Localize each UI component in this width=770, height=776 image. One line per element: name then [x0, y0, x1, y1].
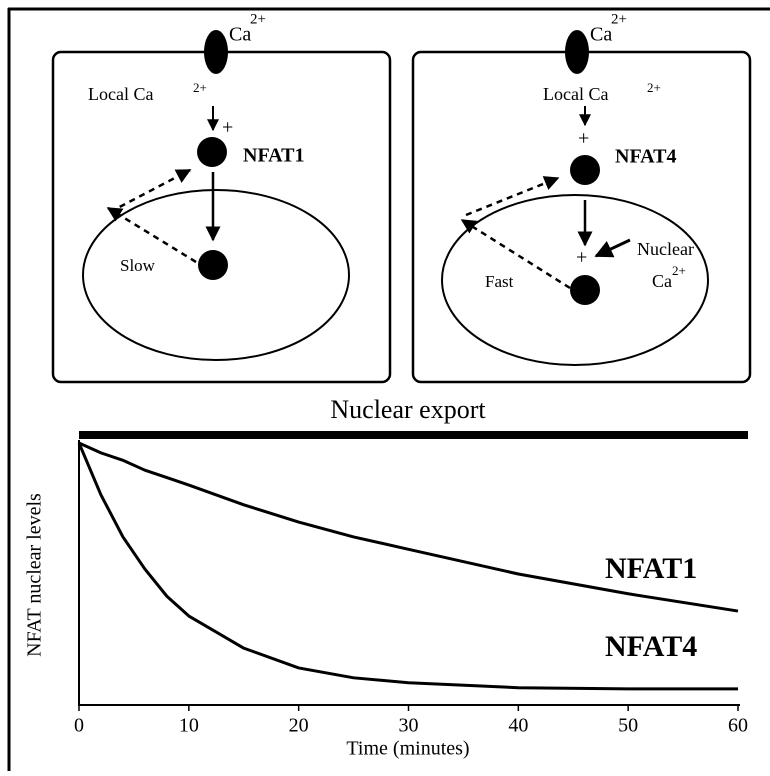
- export-arrow: [109, 168, 192, 214]
- nuclear-plus: +: [576, 247, 587, 269]
- y-axis-label: NFAT nuclear levels: [24, 493, 46, 657]
- ion: Ca: [229, 24, 251, 46]
- x-tick-label: 10: [179, 715, 199, 737]
- nfat: [198, 250, 228, 280]
- nfat: [197, 137, 227, 167]
- x-tick-label: 20: [289, 715, 309, 737]
- protein: NFAT4: [615, 146, 676, 168]
- ion: Ca: [590, 24, 612, 46]
- export-arrow: [460, 218, 571, 290]
- x-tick-label: 60: [728, 715, 748, 737]
- curve-label: NFAT4: [605, 630, 697, 663]
- local-charge: 2+: [193, 80, 207, 95]
- panel: Ca 2+ Local Ca 2+ + NFAT1 Slow: [51, 11, 392, 384]
- channel: [204, 30, 228, 74]
- plus: +: [578, 128, 589, 150]
- plus: +: [222, 117, 233, 139]
- chart-title: Nuclear export: [330, 395, 486, 424]
- x-tick-label: 0: [74, 715, 84, 737]
- curve: [77, 442, 738, 691]
- ion-charge: 2+: [250, 11, 266, 27]
- rate: Fast: [485, 272, 514, 291]
- export-arrow: [465, 176, 560, 217]
- local-charge: 2+: [647, 80, 661, 95]
- rate: Slow: [120, 256, 156, 275]
- ion-charge: 2+: [611, 11, 627, 27]
- nuclear: Nuclear: [637, 239, 694, 259]
- local-ca: Local Ca: [88, 84, 153, 104]
- protein: NFAT1: [243, 145, 304, 167]
- nucleus: [441, 194, 709, 366]
- panel: Ca 2+ Local Ca 2+ + NFAT4 + Nuclear Ca 2…: [411, 11, 752, 384]
- arrow: [594, 238, 631, 258]
- curve-label: NFAT1: [605, 552, 697, 585]
- channel: [565, 30, 589, 74]
- x-tick-label: 50: [618, 715, 638, 737]
- nfat: [570, 155, 600, 185]
- nfat: [570, 275, 600, 305]
- nucleus: [82, 189, 350, 361]
- local-ca: Local Ca: [543, 84, 608, 104]
- export-bar: [79, 431, 748, 439]
- x-tick-label: 30: [399, 715, 419, 737]
- nuclear-ion: Ca: [652, 271, 672, 291]
- x-tick-label: 40: [508, 715, 528, 737]
- x-axis-label: Time (minutes): [346, 738, 469, 760]
- nuclear-charge: 2+: [672, 263, 686, 278]
- curve: [78, 441, 739, 613]
